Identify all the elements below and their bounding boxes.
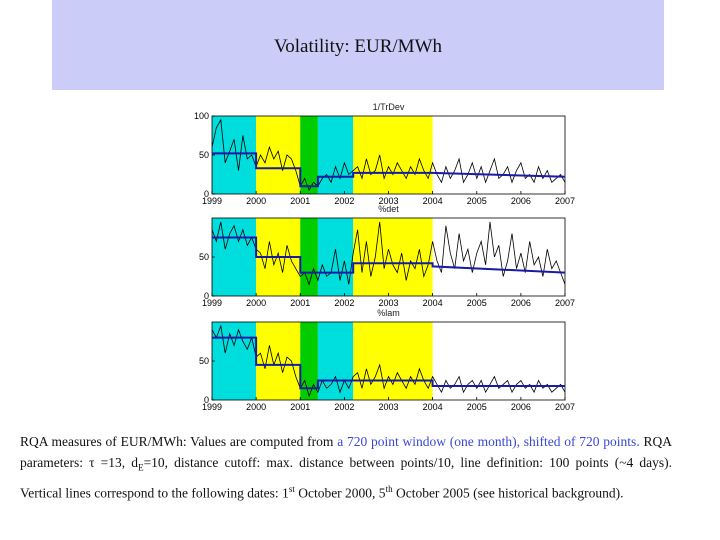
x-tick-label: 2005 <box>467 402 487 410</box>
average-line <box>212 152 566 188</box>
period-band <box>317 218 354 296</box>
panel-title: %det <box>378 204 399 214</box>
x-tick-label: 2006 <box>511 298 531 308</box>
x-tick-label: 2006 <box>511 196 531 206</box>
figure: 1/TrDev 1999 2000 2001 2002 2003 2004 2005 2006 2… <box>155 90 600 412</box>
period-band <box>300 218 318 296</box>
panel-title: %lam <box>377 308 400 318</box>
caption-part: RQA measures of EUR/MWh: Values are comp… <box>20 434 338 449</box>
chart-panels: 1/TrDev 1999 2000 2001 2002 2003 2004 2005 2006 2… <box>194 102 575 412</box>
x-tick-label: 2000 <box>246 402 266 410</box>
period-band <box>212 218 257 296</box>
x-tick-label: 1999 <box>202 402 222 410</box>
superscript-st: st <box>288 483 295 494</box>
x-tick-label: 2007 <box>555 298 575 308</box>
caption-part: =10, distance cutoff: max. distance betw… <box>20 455 672 501</box>
x-tick-label: 2002 <box>334 402 354 410</box>
title-bar: Volatility: EUR/MWh <box>52 0 664 90</box>
x-tick-label: 2004 <box>423 298 443 308</box>
volatility-line <box>211 118 566 192</box>
x-tick-label: 2001 <box>290 298 310 308</box>
x-tick-label: 2006 <box>511 402 531 410</box>
x-tick-label: 2007 <box>555 196 575 206</box>
period-band <box>353 322 433 400</box>
x-tick-label: 2002 <box>334 298 354 308</box>
period-band <box>317 322 354 400</box>
period-band <box>256 116 301 194</box>
period-band <box>353 218 433 296</box>
x-tick-label: 2002 <box>334 196 354 206</box>
y-tick-label: 0 <box>204 189 209 199</box>
x-tick-label: 2005 <box>467 298 487 308</box>
y-tick-label: 50 <box>199 252 209 262</box>
y-tick-label: 100 <box>194 111 209 121</box>
tau-symbol: τ <box>89 455 95 470</box>
x-tick-label: 2007 <box>555 402 575 410</box>
y-tick-label: 0 <box>204 291 209 301</box>
y-tick-label: 0 <box>204 395 209 405</box>
caption-highlight: a 720 point window (one month), shifted … <box>337 434 640 449</box>
period-band <box>353 116 433 194</box>
x-tick-label: 1999 <box>202 196 222 206</box>
x-tick-label: 2004 <box>423 196 443 206</box>
period-band <box>212 116 257 194</box>
x-tick-label: 2005 <box>467 196 487 206</box>
x-tick-label: 2003 <box>378 196 398 206</box>
x-tick-label: 1999 <box>202 298 222 308</box>
x-tick-label: 2000 <box>246 298 266 308</box>
period-band <box>300 116 318 194</box>
caption: RQA measures of EUR/MWh: Values are comp… <box>20 431 672 503</box>
panel-title: 1/TrDev <box>373 102 405 112</box>
average-line <box>212 336 565 390</box>
x-tick-label: 2004 <box>423 402 443 410</box>
period-band <box>256 322 301 400</box>
x-tick-label: 2001 <box>290 402 310 410</box>
y-tick-label: 50 <box>199 150 209 160</box>
slide-title: Volatility: EUR/MWh <box>273 36 442 57</box>
x-tick-label: 2003 <box>378 402 398 410</box>
volatility-line <box>211 324 566 398</box>
volatility-line <box>211 221 566 286</box>
superscript-th: th <box>385 483 393 494</box>
x-tick-label: 2003 <box>378 298 398 308</box>
caption-part: October 2005 (see historical background)… <box>392 485 624 501</box>
period-band <box>317 116 354 194</box>
caption-part: October 2000, 5 <box>294 485 386 501</box>
y-tick-label: 50 <box>199 356 209 366</box>
subscript-e: E <box>138 462 144 473</box>
caption-part: RQA parameters: <box>20 434 672 470</box>
period-band <box>212 322 257 400</box>
average-line <box>212 236 566 274</box>
caption-part: =13, d <box>94 455 139 470</box>
x-tick-label: 2000 <box>246 196 266 206</box>
x-tick-label: 2001 <box>290 196 310 206</box>
